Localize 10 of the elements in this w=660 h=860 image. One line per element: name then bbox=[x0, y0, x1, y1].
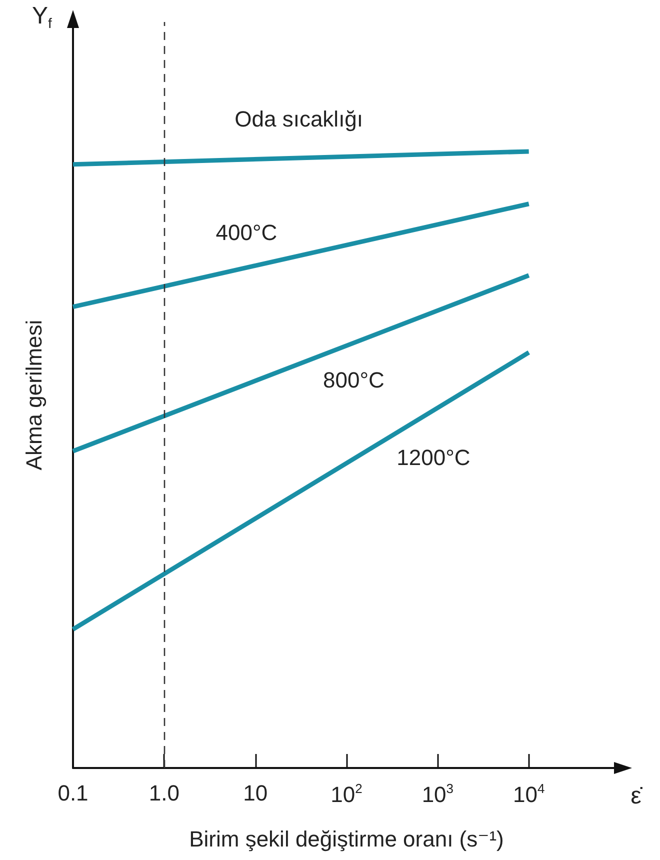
series-label: 800°C bbox=[323, 367, 385, 392]
y-axis-title: Akma gerilmesi bbox=[22, 320, 46, 470]
series-label: Oda sıcaklığı bbox=[234, 106, 364, 132]
series-label: 1200°C bbox=[396, 444, 470, 470]
series-label: 400°C bbox=[216, 220, 278, 246]
x-tick-label: 0.1 bbox=[58, 780, 88, 806]
text: ε̇ bbox=[630, 782, 644, 810]
x-tick-label: 1.0 bbox=[148, 780, 180, 806]
x-tick-label: 10 bbox=[243, 780, 268, 806]
x-axis-title: Birim şekil değiştirme oranı (s⁻¹) bbox=[189, 826, 504, 852]
